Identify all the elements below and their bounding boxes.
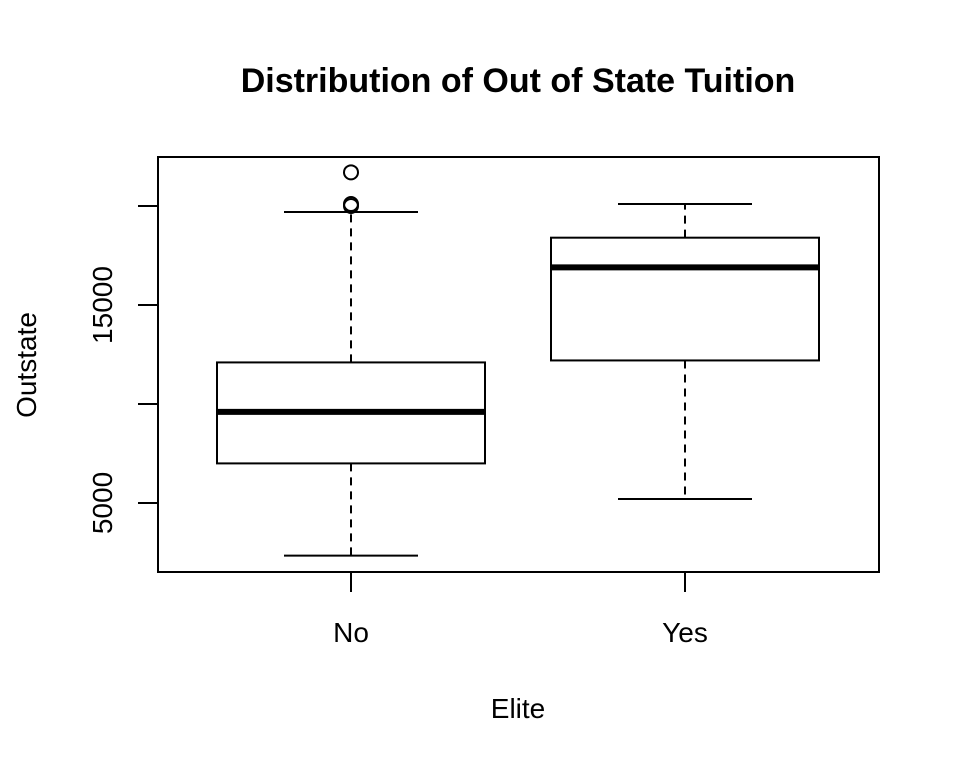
x-tick-label-yes: Yes [662,617,708,648]
x-axis-label: Elite [491,693,545,724]
outlier-no-1 [343,196,359,213]
box-yes [550,203,820,501]
x-tick-label-no: No [333,617,369,648]
iqr-box-yes [550,236,820,362]
boxes-group [216,164,820,557]
y-tick-label-15000: 15000 [87,266,118,344]
outlier-no-2 [343,164,359,181]
chart-title: Distribution of Out of State Tuition [241,62,796,100]
box-no [216,164,486,557]
y-axis-label: Outstate [11,312,42,418]
x-axis: No Yes [333,572,708,648]
plot-frame [157,156,880,573]
y-axis: 5000 15000 [87,205,158,534]
y-tick-label-5000: 5000 [87,472,118,534]
